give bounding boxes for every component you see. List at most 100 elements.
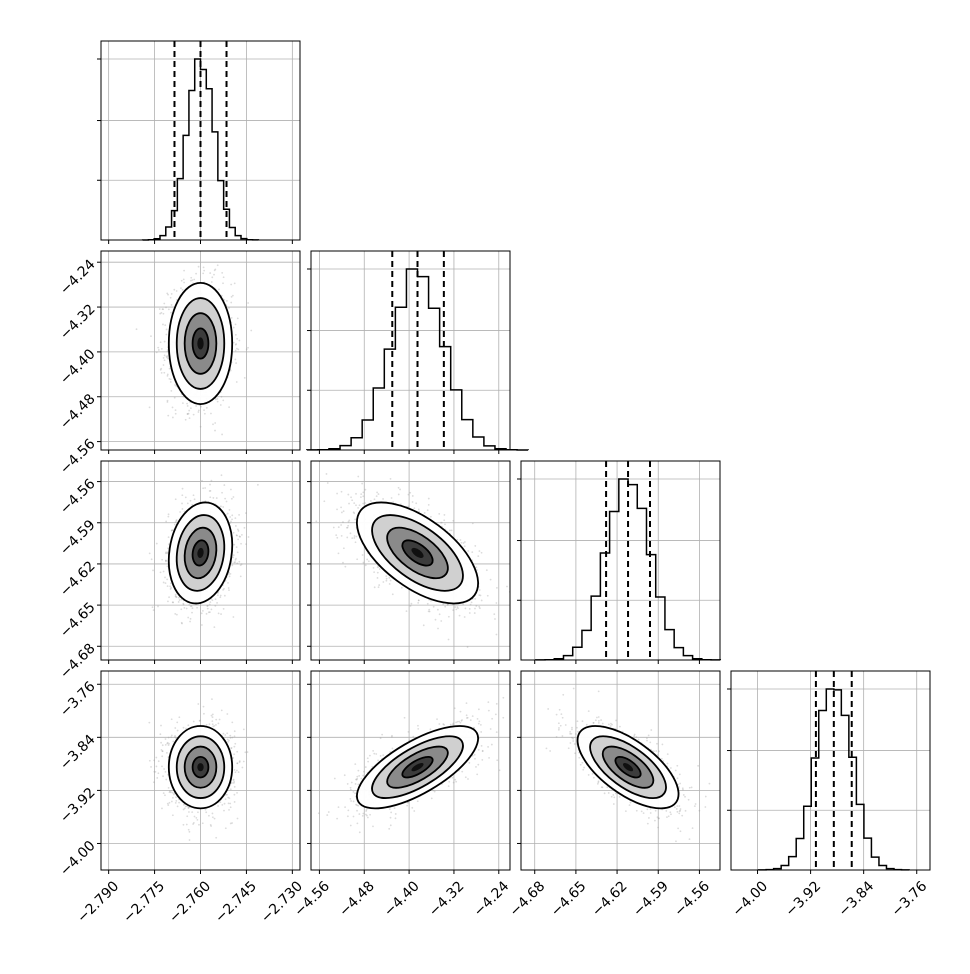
scatter-point (157, 772, 159, 774)
scatter-point (151, 558, 153, 560)
scatter-point (418, 509, 420, 511)
scatter-point (494, 618, 496, 620)
scatter-point (206, 613, 208, 615)
scatter-point (190, 500, 192, 502)
scatter-point (172, 602, 174, 604)
scatter-point (175, 802, 177, 804)
scatter-point (191, 612, 193, 614)
scatter-point (470, 604, 472, 606)
scatter-point (353, 537, 355, 539)
scatter-point (188, 604, 190, 606)
scatter-point (214, 430, 216, 432)
scatter-point (191, 605, 193, 607)
scatter-point (433, 606, 435, 608)
scatter-point (212, 423, 214, 425)
scatter-point (412, 495, 414, 497)
scatter-point (360, 496, 362, 498)
scatter-point (166, 552, 168, 554)
scatter-point (247, 347, 249, 349)
scatter-point (167, 415, 169, 417)
scatter-point (428, 504, 430, 506)
scatter-point (362, 554, 364, 556)
scatter-point (385, 580, 387, 582)
scatter-point (174, 613, 176, 615)
scatter-point (197, 411, 199, 413)
scatter-point (464, 541, 466, 543)
scatter-point (478, 606, 480, 608)
scatter-point (343, 510, 345, 512)
scatter-point (362, 495, 364, 497)
scatter-point (442, 603, 444, 605)
scatter-point (211, 608, 213, 610)
scatter-point (181, 622, 183, 624)
scatter-point (234, 359, 236, 361)
scatter-point (376, 492, 378, 494)
scatter-point (205, 809, 207, 811)
scatter-point (448, 616, 450, 618)
scatter-point (188, 410, 190, 412)
scatter-point (516, 595, 518, 597)
scatter-point (226, 300, 228, 302)
scatter-point (428, 609, 430, 611)
scatter-point (413, 507, 415, 509)
scatter-point (223, 484, 225, 486)
scatter-point (418, 599, 420, 601)
scatter-point (163, 792, 165, 794)
scatter-point (175, 796, 177, 798)
scatter-point (430, 516, 432, 518)
scatter-point (156, 543, 158, 545)
scatter-point (370, 500, 372, 502)
scatter-point (234, 735, 236, 737)
scatter-point (209, 272, 211, 274)
scatter-point (163, 372, 165, 374)
scatter-point (236, 381, 238, 383)
scatter-point (172, 417, 174, 419)
scatter-point (231, 498, 233, 500)
scatter-point (228, 587, 230, 589)
scatter-point (211, 276, 213, 278)
scatter-point (234, 743, 236, 745)
scatter-point (244, 377, 246, 379)
scatter-point (226, 713, 228, 715)
scatter-point (179, 599, 181, 601)
scatter-point (247, 302, 249, 304)
scatter-point (474, 598, 476, 600)
scatter-point (211, 698, 213, 700)
scatter-point (360, 493, 362, 495)
scatter-point (175, 409, 177, 411)
scatter-point (343, 547, 345, 549)
scatter-point (233, 532, 235, 534)
scatter-point (355, 541, 357, 543)
scatter-point (230, 788, 232, 790)
scatter-point (348, 520, 350, 522)
scatter-point (245, 543, 247, 545)
scatter-point (174, 727, 176, 729)
scatter-point (411, 603, 413, 605)
scatter-point (178, 601, 180, 603)
scatter-point (175, 413, 177, 415)
scatter-point (377, 572, 379, 574)
scatter-point (342, 521, 344, 523)
scatter-point (385, 575, 387, 577)
scatter-point (185, 419, 187, 421)
scatter-point (175, 498, 177, 500)
scatter-point (307, 527, 309, 529)
panel-1-0 (136, 239, 253, 472)
scatter-point (211, 715, 213, 717)
scatter-point (506, 586, 508, 588)
scatter-point (178, 597, 180, 599)
scatter-point (215, 598, 217, 600)
scatter-point (209, 484, 211, 486)
scatter-point (167, 294, 169, 296)
scatter-point (212, 716, 214, 718)
scatter-point (198, 824, 200, 826)
scatter-point (168, 308, 170, 310)
scatter-point (166, 578, 168, 580)
scatter-point (207, 608, 209, 610)
scatter-point (226, 501, 228, 503)
scatter-point (215, 719, 217, 721)
scatter-point (165, 561, 167, 563)
scatter-point (237, 818, 239, 820)
scatter-point (347, 527, 349, 529)
